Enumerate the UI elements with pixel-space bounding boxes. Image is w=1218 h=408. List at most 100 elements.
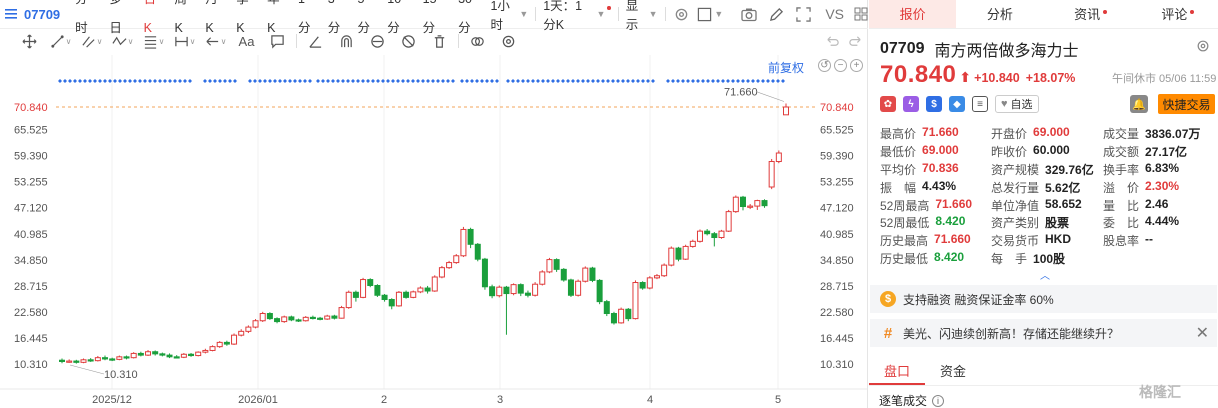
candle-body[interactable] <box>675 247 682 260</box>
event-marker[interactable] <box>283 79 287 83</box>
candle-body[interactable] <box>446 262 453 269</box>
candle-body[interactable] <box>202 349 209 353</box>
event-marker[interactable] <box>551 79 555 83</box>
arrow-tool-icon[interactable]: ∨ <box>200 31 231 51</box>
event-marker[interactable] <box>636 79 640 83</box>
event-marker[interactable] <box>83 79 87 83</box>
event-marker[interactable] <box>781 79 785 83</box>
candle-body[interactable] <box>661 264 668 277</box>
tab-1[interactable]: 分析 <box>956 0 1043 28</box>
period-7[interactable]: 1分 <box>298 0 311 35</box>
event-marker[interactable] <box>646 79 650 83</box>
candle-body[interactable] <box>431 276 438 292</box>
event-marker[interactable] <box>470 79 474 83</box>
camera-icon[interactable] <box>741 7 757 22</box>
event-marker[interactable] <box>316 79 320 83</box>
event-marker[interactable] <box>490 79 494 83</box>
event-marker[interactable] <box>651 79 655 83</box>
event-marker[interactable] <box>288 79 292 83</box>
candle-body[interactable] <box>783 106 789 116</box>
event-marker[interactable] <box>123 79 127 83</box>
event-marker[interactable] <box>586 79 590 83</box>
event-marker[interactable] <box>431 79 435 83</box>
hk-flag-icon[interactable]: ✿ <box>880 96 896 112</box>
event-marker[interactable] <box>526 79 530 83</box>
event-marker[interactable] <box>233 79 237 83</box>
candle-body[interactable] <box>245 326 252 332</box>
event-marker[interactable] <box>98 79 102 83</box>
tag-icon[interactable]: ◆ <box>949 96 965 112</box>
candle-body[interactable] <box>524 292 531 296</box>
candle-body[interactable] <box>395 291 402 307</box>
candle-body[interactable] <box>137 352 144 356</box>
event-marker[interactable] <box>218 79 222 83</box>
event-marker[interactable] <box>776 79 780 83</box>
angle-tool-icon[interactable] <box>300 31 331 51</box>
candle-body[interactable] <box>109 358 116 361</box>
event-marker[interactable] <box>556 79 560 83</box>
event-marker[interactable] <box>223 79 227 83</box>
candlestick-chart[interactable]: 70.840 70.840 65.525 65.525 59.390 59.390 53.2… <box>0 55 868 408</box>
candle-body[interactable] <box>732 196 739 213</box>
quick-trade-button[interactable]: 快捷交易 <box>1158 94 1215 114</box>
candle-body[interactable] <box>696 230 703 242</box>
event-marker[interactable] <box>736 79 740 83</box>
candle-body[interactable] <box>754 200 761 207</box>
subtab-1[interactable]: 资金 <box>939 364 966 379</box>
subtab-0[interactable]: 盘口 <box>869 357 925 385</box>
event-marker[interactable] <box>268 79 272 83</box>
event-marker[interactable] <box>303 79 307 83</box>
event-marker[interactable] <box>426 79 430 83</box>
candle-body[interactable] <box>567 279 574 296</box>
candle-body[interactable] <box>238 330 245 336</box>
event-marker[interactable] <box>298 79 302 83</box>
candle-body[interactable] <box>159 353 166 356</box>
event-marker[interactable] <box>716 79 720 83</box>
candle-body[interactable] <box>145 351 152 356</box>
candle-body[interactable] <box>59 359 65 362</box>
candle-body[interactable] <box>345 291 352 309</box>
event-marker[interactable] <box>676 79 680 83</box>
event-marker[interactable] <box>386 79 390 83</box>
bell-icon[interactable]: 🔔 <box>1130 95 1148 113</box>
candle-body[interactable] <box>223 341 230 345</box>
period-11[interactable]: 15分 <box>422 0 437 35</box>
candle-body[interactable] <box>209 346 216 351</box>
candle-body[interactable] <box>424 287 431 292</box>
hour-dropdown[interactable]: 1小时 ▼ <box>486 0 532 33</box>
event-marker[interactable] <box>138 79 142 83</box>
candle-body[interactable] <box>682 245 689 260</box>
candle-body[interactable] <box>274 318 281 323</box>
event-marker[interactable] <box>485 79 489 83</box>
event-marker[interactable] <box>88 79 92 83</box>
event-marker[interactable] <box>495 79 499 83</box>
event-marker[interactable] <box>601 79 605 83</box>
period-10[interactable]: 10分 <box>387 0 401 35</box>
event-marker[interactable] <box>521 79 525 83</box>
candle-body[interactable] <box>496 286 503 297</box>
settings-icon[interactable] <box>674 7 689 22</box>
event-marker[interactable] <box>331 79 335 83</box>
candle-body[interactable] <box>252 320 259 328</box>
candle-body[interactable] <box>704 230 711 235</box>
event-marker[interactable] <box>606 79 610 83</box>
candle-body[interactable] <box>639 282 646 289</box>
event-marker[interactable] <box>611 79 615 83</box>
event-marker[interactable] <box>263 79 267 83</box>
period-5[interactable]: 季K <box>236 0 249 35</box>
candle-body[interactable] <box>560 268 567 281</box>
candle-body[interactable] <box>87 359 94 362</box>
candle-body[interactable] <box>747 205 754 208</box>
candle-body[interactable] <box>288 316 295 321</box>
event-marker[interactable] <box>341 79 345 83</box>
event-marker[interactable] <box>641 79 645 83</box>
event-marker[interactable] <box>541 79 545 83</box>
event-marker[interactable] <box>396 79 400 83</box>
chevron-down-icon[interactable]: ▼ <box>714 9 724 19</box>
event-marker[interactable] <box>293 79 297 83</box>
event-marker[interactable] <box>706 79 710 83</box>
event-marker[interactable] <box>128 79 132 83</box>
event-marker[interactable] <box>188 79 192 83</box>
text-tool[interactable]: Aa <box>238 33 255 49</box>
event-marker[interactable] <box>401 79 405 83</box>
